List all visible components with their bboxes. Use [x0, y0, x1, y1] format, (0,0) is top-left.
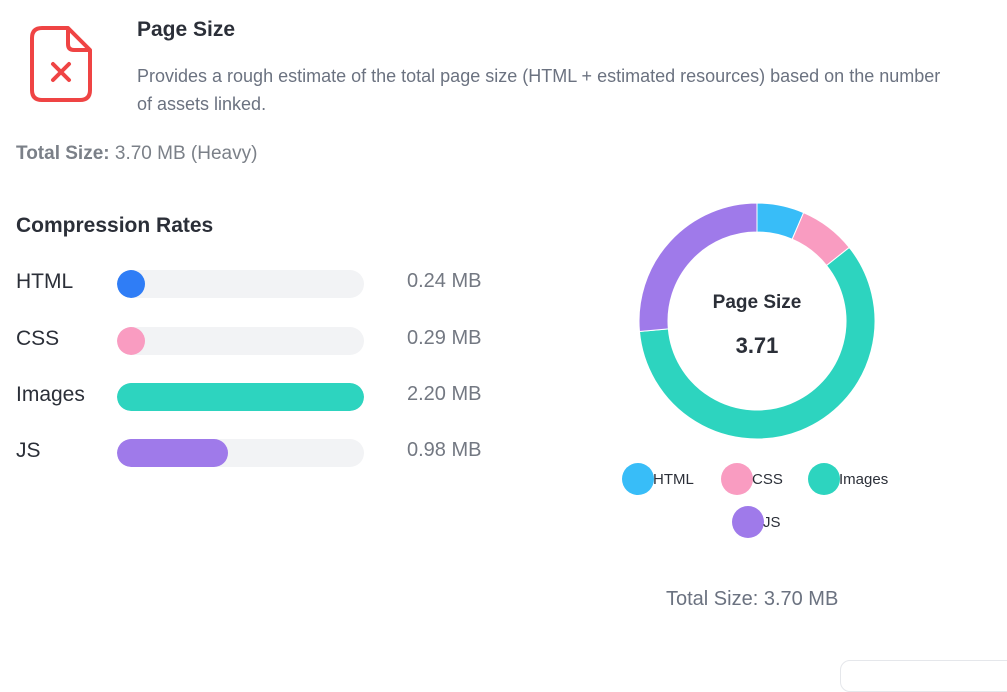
total-size-summary: Total Size: 3.70 MB (Heavy)	[16, 143, 257, 165]
legend-swatch	[808, 463, 840, 495]
chart-total-size: Total Size: 3.70 MB	[666, 588, 839, 610]
progress-fill	[117, 439, 229, 467]
resource-size: 0.98 MB	[407, 439, 482, 461]
donut-center-value: 3.71	[736, 333, 779, 358]
resource-label: CSS	[16, 327, 60, 350]
donut-center-title: Page Size	[713, 292, 802, 313]
progress-track	[117, 270, 364, 298]
donut-slice-images[interactable]	[638, 246, 876, 440]
resource-size: 0.29 MB	[407, 327, 482, 349]
total-size-value: 3.70 MB (Heavy)	[114, 143, 258, 164]
legend-swatch	[622, 463, 654, 495]
progress-track	[117, 439, 364, 467]
resource-size: 2.20 MB	[407, 383, 482, 405]
progress-fill	[117, 270, 145, 298]
legend-label: CSS	[752, 470, 783, 488]
legend-label: HTML	[653, 470, 694, 488]
legend-item-html[interactable]: HTML	[622, 463, 694, 495]
page-size-donut-chart: Page Size 3.71	[638, 202, 876, 440]
legend-swatch	[721, 463, 753, 495]
resource-size: 0.24 MB	[407, 270, 482, 292]
total-size-label: Total Size:	[16, 143, 110, 164]
compression-row-html: HTML 0.24 MB	[0, 269, 520, 299]
compression-row-images: Images 2.20 MB	[0, 382, 520, 412]
partial-button[interactable]	[840, 660, 1007, 692]
compression-rates-title: Compression Rates	[16, 214, 214, 237]
file-error-icon	[28, 24, 94, 104]
donut-slice-js[interactable]	[638, 202, 758, 333]
compression-row-css: CSS 0.29 MB	[0, 326, 520, 356]
legend-item-js[interactable]: JS	[732, 506, 781, 538]
section-title: Page Size	[137, 18, 236, 41]
progress-fill	[117, 327, 145, 355]
resource-label: HTML	[16, 270, 74, 293]
legend-label: Images	[839, 470, 889, 488]
progress-fill	[117, 383, 364, 411]
compression-row-js: JS 0.98 MB	[0, 438, 520, 468]
legend-label: JS	[763, 513, 781, 531]
section-description: Provides a rough estimate of the total p…	[137, 66, 941, 114]
legend-item-images[interactable]: Images	[808, 463, 888, 495]
progress-track	[117, 327, 364, 355]
legend-item-css[interactable]: CSS	[721, 463, 783, 495]
progress-track	[117, 383, 364, 411]
resource-label: JS	[16, 439, 41, 462]
legend-swatch	[732, 506, 764, 538]
resource-label: Images	[16, 383, 85, 406]
